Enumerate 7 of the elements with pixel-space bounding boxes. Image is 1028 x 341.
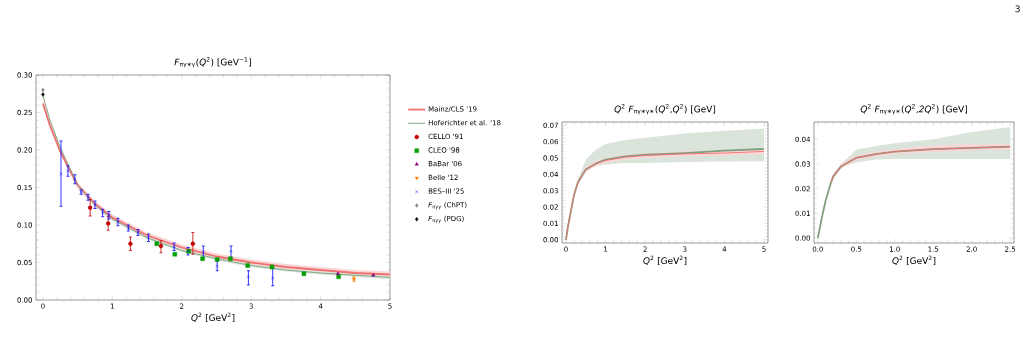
x-axis-title: Q$^{2}$ [GeV$^{2}$] — [643, 255, 687, 266]
chart-title: Q$^{2}$ F$_{πγ∗γ∗}$(Q$^{2}$,Q$^{2}$) [GeV] — [614, 104, 716, 115]
chart-title: Q$^{2}$ F$_{πγ∗γ∗}$(Q$^{2}$,2Q$^{2}$) [GeV] — [860, 104, 967, 115]
x-axis-title: Q$^{2}$ [GeV$^{2}$] — [892, 255, 936, 266]
chart-title: F$_{πγ∗γ}$(Q$^{2}$) [GeV$^{−1}$] — [174, 57, 252, 68]
x-axis-title: Q$^{2}$ [GeV$^{2}$] — [191, 312, 235, 323]
text: 3 — [1015, 5, 1020, 13]
